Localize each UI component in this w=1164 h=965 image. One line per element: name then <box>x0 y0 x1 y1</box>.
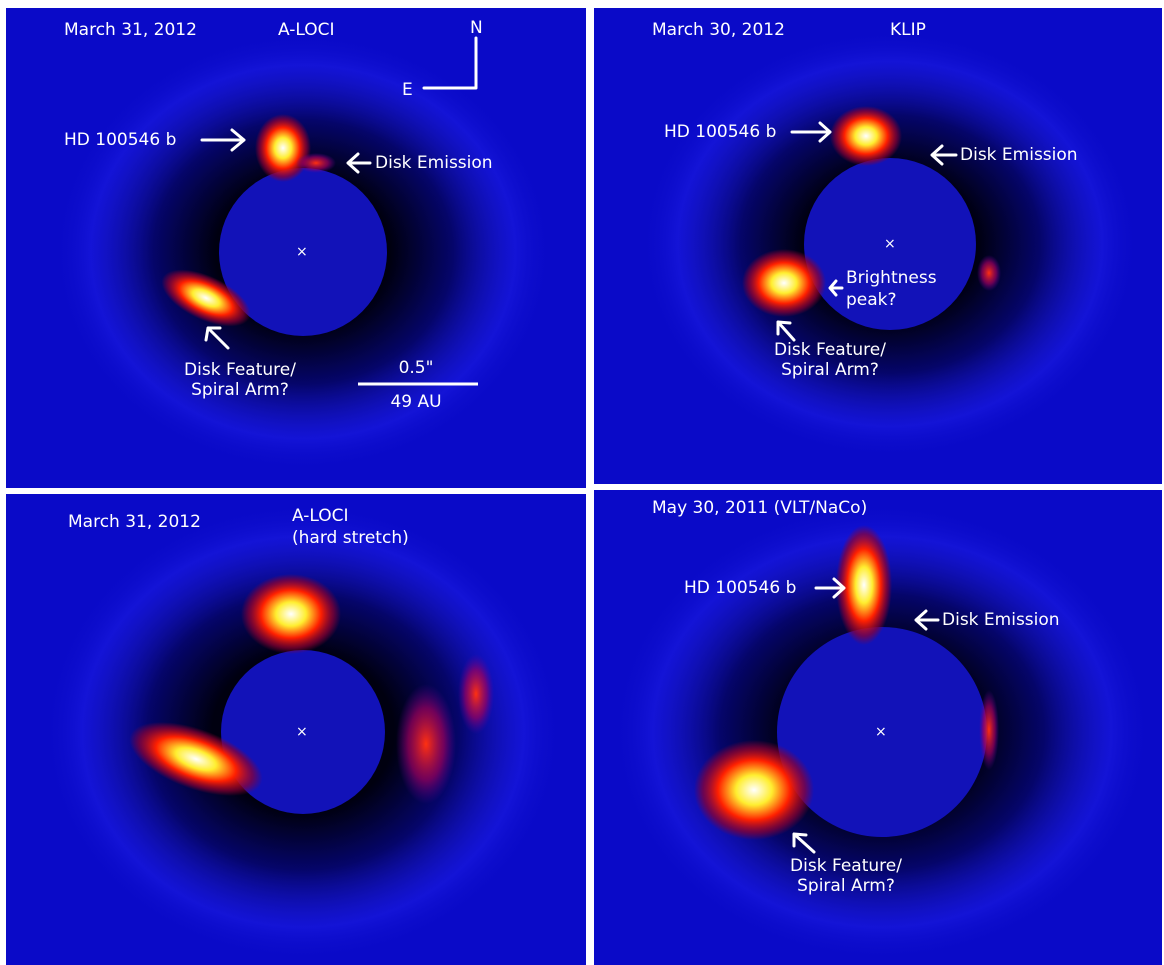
svg-text:×: × <box>884 236 896 252</box>
panel: × March 30, 2012 KLIP HD 100546 b Disk E… <box>594 8 1162 484</box>
disk-feature-label: Disk Feature/Spiral Arm? <box>790 856 902 896</box>
planet-label: HD 100546 b <box>64 130 176 150</box>
disk-emission-label: Disk Emission <box>942 610 1060 630</box>
scale-distance: 49 AU <box>390 392 441 412</box>
compass-north: N <box>470 18 483 38</box>
method: A-LOCI <box>278 20 335 40</box>
disk-emission-label: Disk Emission <box>960 145 1078 165</box>
panel: × March 31, 2012 A-LOCI(hard stretch) <box>6 494 586 965</box>
panel: × May 30, 2011 (VLT/NaCo) HD 100546 b Di… <box>594 490 1162 965</box>
disk-emission-label: Disk Emission <box>375 153 493 173</box>
panel: × March 31, 2012 A-LOCI N E HD 100546 b … <box>6 8 586 488</box>
planet-label: HD 100546 b <box>684 578 796 598</box>
date: May 30, 2011 (VLT/NaCo) <box>652 498 867 518</box>
compass-east: E <box>402 80 413 100</box>
svg-text:×: × <box>296 724 308 740</box>
svg-text:×: × <box>296 244 308 260</box>
scale-angle: 0.5" <box>399 358 434 378</box>
date: March 31, 2012 <box>68 512 201 532</box>
date: March 31, 2012 <box>64 20 197 40</box>
figure: × March 31, 2012 A-LOCI N E HD 100546 b … <box>0 0 1164 965</box>
date: March 30, 2012 <box>652 20 785 40</box>
planet-label: HD 100546 b <box>664 122 776 142</box>
disk-feature-label: Disk Feature/Spiral Arm? <box>184 360 296 400</box>
disk-feature-label: Disk Feature/Spiral Arm? <box>774 340 886 380</box>
svg-text:×: × <box>875 724 887 740</box>
method: KLIP <box>890 20 926 40</box>
